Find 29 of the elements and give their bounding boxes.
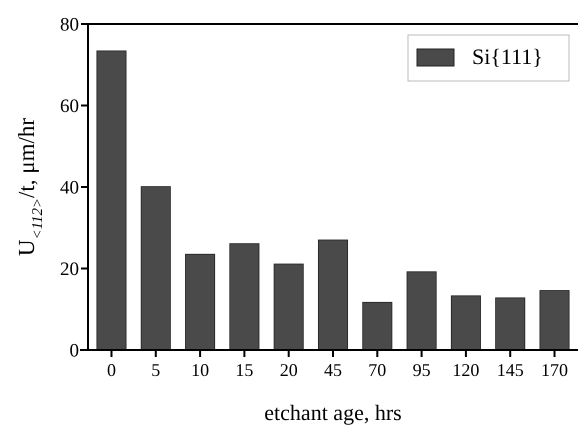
y-tick-label: 60 <box>60 96 79 118</box>
y-tick-label: 80 <box>60 14 79 36</box>
x-tick-label: 45 <box>324 360 342 380</box>
y-tick-label: 20 <box>60 259 79 280</box>
y-tick-label: 0 <box>70 340 79 362</box>
y-tick-label: 40 <box>60 178 79 199</box>
bar <box>406 271 437 350</box>
x-tick-label: 20 <box>280 360 298 380</box>
legend-label: Si{111} <box>472 44 543 69</box>
bar <box>540 290 570 350</box>
x-tick-label: 5 <box>151 360 160 380</box>
bar <box>274 264 304 350</box>
bar <box>140 186 171 350</box>
bar <box>96 50 126 350</box>
x-tick-label: 70 <box>368 360 386 380</box>
bar <box>229 243 260 350</box>
x-tick-label: 145 <box>496 360 524 380</box>
x-tick-label: 120 <box>452 360 480 380</box>
bar <box>362 302 392 350</box>
x-tick-label: 10 <box>191 360 210 380</box>
x-tick-label: 0 <box>106 360 116 380</box>
x-tick-label: 170 <box>541 360 568 380</box>
bar <box>495 297 526 350</box>
bar <box>318 240 348 350</box>
bar <box>450 295 481 350</box>
x-tick-label: 95 <box>412 360 431 380</box>
x-axis-title: etchant age, hrs <box>264 400 402 425</box>
bar <box>185 254 216 350</box>
x-tick-label: 15 <box>235 360 254 380</box>
